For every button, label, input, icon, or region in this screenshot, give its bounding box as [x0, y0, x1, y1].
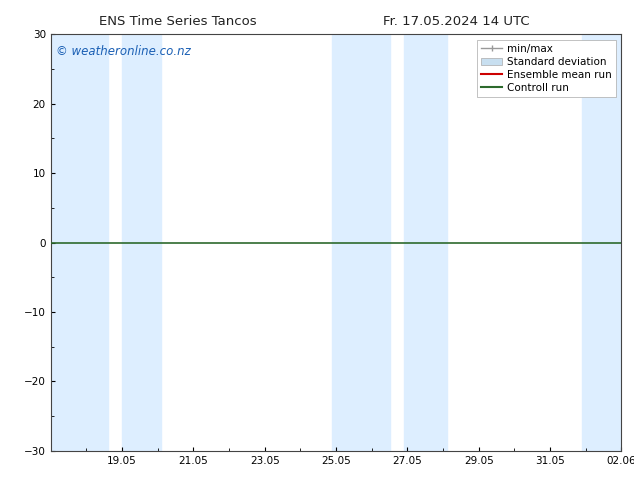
Text: ENS Time Series Tancos: ENS Time Series Tancos — [99, 15, 256, 28]
Bar — [122, 34, 161, 451]
Legend: min/max, Standard deviation, Ensemble mean run, Controll run: min/max, Standard deviation, Ensemble me… — [477, 40, 616, 97]
Bar — [51, 34, 108, 451]
Bar — [332, 34, 389, 451]
Bar — [582, 34, 621, 451]
Bar — [404, 34, 446, 451]
Text: Fr. 17.05.2024 14 UTC: Fr. 17.05.2024 14 UTC — [383, 15, 530, 28]
Text: © weatheronline.co.nz: © weatheronline.co.nz — [56, 45, 191, 58]
